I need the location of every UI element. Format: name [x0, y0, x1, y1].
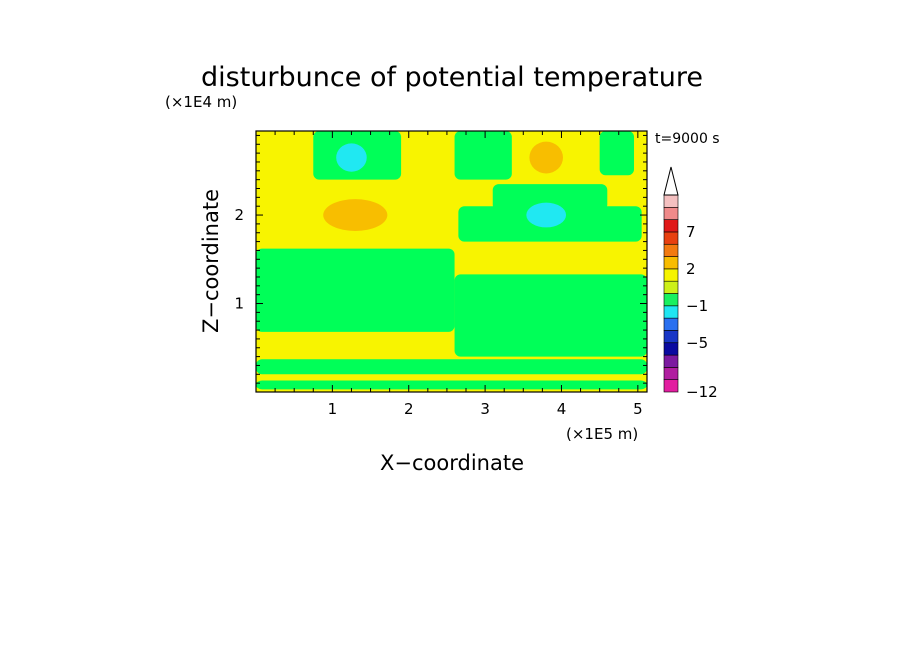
colorbar-extend-arrow — [663, 166, 679, 196]
colorbar-segment — [663, 231, 679, 245]
colorbar-tick-label: −1 — [686, 297, 708, 315]
colorbar-tick-label: 7 — [686, 223, 696, 241]
x-tick-label: 4 — [557, 400, 567, 418]
colorbar-tick-label: −12 — [686, 383, 718, 401]
x-unit-label: (×1E5 m) — [566, 425, 638, 443]
chart-title: disturbunce of potential temperature — [201, 62, 703, 93]
x-axis-ticks: 1 2 3 4 5 — [274, 131, 643, 418]
contour-green-band — [454, 131, 512, 180]
colorbar-segment — [663, 194, 679, 208]
colorbar-segment — [663, 219, 679, 233]
colorbar-segment — [663, 305, 679, 319]
x-tick-label: 2 — [404, 400, 414, 418]
x-tick-label: 1 — [328, 400, 338, 418]
plot-area — [255, 130, 648, 393]
contour-green-band — [492, 184, 608, 211]
colorbar-segment — [663, 367, 679, 380]
contour-cyan-spot — [526, 202, 567, 228]
colorbar-segment — [663, 293, 679, 307]
colorbar-segment — [663, 342, 679, 356]
colorbar-segment — [663, 243, 679, 257]
y-tick-label: 1 — [234, 295, 244, 313]
contour-green-band — [256, 248, 455, 332]
colorbar-tick-label: −5 — [686, 334, 708, 352]
contour-orange-spot — [529, 141, 563, 174]
plot-frame — [255, 130, 648, 393]
contour-green-band — [454, 274, 647, 357]
colorbar-segment — [663, 256, 679, 270]
colorbar-segment — [663, 207, 679, 220]
time-label: t=9000 s — [655, 131, 720, 147]
contour-green-band — [599, 131, 635, 176]
x-tick-label: 3 — [480, 400, 490, 418]
x-axis-label: X−coordinate — [380, 451, 524, 475]
y-axis-label: Z−coordinate — [199, 189, 223, 333]
colorbar-segment — [663, 317, 679, 331]
colorbar-segment — [663, 330, 679, 344]
contour-cyan-spot — [336, 143, 367, 172]
colorbar-segment — [663, 280, 679, 294]
colorbar-segment — [663, 268, 679, 282]
colorbar-segment — [663, 354, 679, 368]
contour-green-band — [256, 380, 647, 390]
contour-orange-spot — [323, 199, 388, 231]
contour-green-band — [256, 359, 647, 375]
colorbar: −12−5−127 — [663, 166, 718, 401]
y-axis-ticks: 12 — [234, 134, 647, 384]
y-unit-label: (×1E4 m) — [165, 93, 237, 111]
x-tick-label: 5 — [633, 400, 643, 418]
colorbar-segment — [663, 379, 679, 393]
y-tick-label: 2 — [234, 206, 244, 224]
colorbar-tick-label: 2 — [686, 260, 696, 278]
